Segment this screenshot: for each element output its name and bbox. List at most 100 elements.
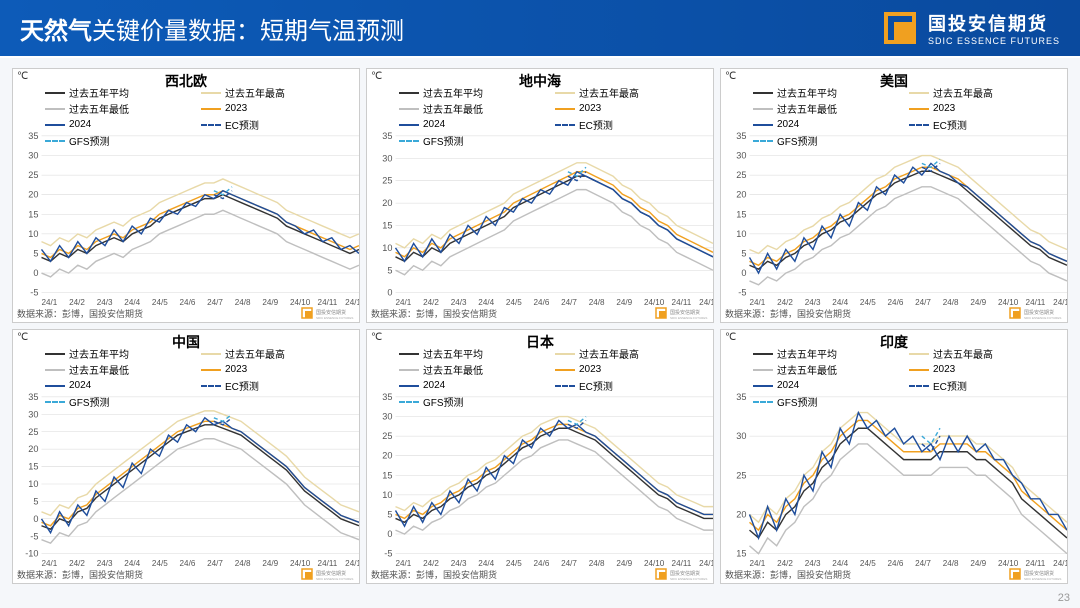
svg-text:24/8: 24/8 <box>235 559 251 568</box>
y-axis-unit: ℃ <box>17 332 28 343</box>
svg-text:24/4: 24/4 <box>832 559 848 568</box>
svg-text:24/1: 24/1 <box>41 298 57 307</box>
svg-text:24/2: 24/2 <box>423 298 439 307</box>
chart-panel: ℃ 日本 过去五年平均 过去五年最高 过去五年最低 2023 2024 EC预测… <box>366 329 714 584</box>
svg-text:24/5: 24/5 <box>506 298 522 307</box>
svg-text:24/2: 24/2 <box>777 559 793 568</box>
svg-text:20: 20 <box>736 190 746 200</box>
y-axis-unit: ℃ <box>725 71 736 82</box>
svg-text:10: 10 <box>382 243 392 253</box>
svg-text:SDIC ESSENCE FUTURES: SDIC ESSENCE FUTURES <box>1024 316 1061 320</box>
svg-text:30: 30 <box>28 409 38 419</box>
svg-text:20: 20 <box>382 198 392 208</box>
chart-svg: -50510152025303524/124/224/324/424/524/6… <box>721 83 1067 307</box>
svg-text:SDIC ESSENCE FUTURES: SDIC ESSENCE FUTURES <box>316 577 353 581</box>
svg-text:15: 15 <box>736 209 746 219</box>
svg-text:SDIC ESSENCE FUTURES: SDIC ESSENCE FUTURES <box>1024 577 1061 581</box>
svg-text:国投安信期货: 国投安信期货 <box>1024 570 1054 577</box>
svg-text:24/4: 24/4 <box>124 298 140 307</box>
svg-text:30: 30 <box>382 412 392 422</box>
svg-text:-5: -5 <box>738 288 746 298</box>
data-source: 数据来源：彭博，国投安信期货 <box>371 307 497 320</box>
svg-text:35: 35 <box>736 392 746 402</box>
svg-text:24/1: 24/1 <box>395 559 411 568</box>
svg-text:国投安信期货: 国投安信期货 <box>670 309 700 316</box>
svg-text:24/9: 24/9 <box>970 298 986 307</box>
svg-text:35: 35 <box>382 131 392 141</box>
svg-text:国投安信期货: 国投安信期货 <box>670 570 700 577</box>
svg-text:24/6: 24/6 <box>534 298 550 307</box>
mini-logo: 国投安信期货 SDIC ESSENCE FUTURES <box>1009 306 1063 320</box>
svg-text:35: 35 <box>28 131 38 141</box>
svg-text:0: 0 <box>33 514 38 524</box>
svg-text:24/8: 24/8 <box>589 298 605 307</box>
chart-svg: -10-50510152025303524/124/224/324/424/52… <box>13 344 359 568</box>
logo-subtitle: SDIC ESSENCE FUTURES <box>928 36 1060 46</box>
svg-text:5: 5 <box>741 249 746 259</box>
svg-text:24/4: 24/4 <box>478 559 494 568</box>
svg-text:30: 30 <box>382 153 392 163</box>
svg-text:24/4: 24/4 <box>478 298 494 307</box>
svg-text:24/7: 24/7 <box>561 559 577 568</box>
logo-icon <box>882 10 918 46</box>
svg-text:25: 25 <box>736 170 746 180</box>
svg-text:24/7: 24/7 <box>915 298 931 307</box>
data-source: 数据来源：彭博，国投安信期货 <box>725 307 851 320</box>
svg-text:国投安信期货: 国投安信期货 <box>1024 309 1054 316</box>
data-source: 数据来源：彭博，国投安信期货 <box>371 568 497 581</box>
page-number: 23 <box>1058 592 1070 604</box>
svg-text:SDIC ESSENCE FUTURES: SDIC ESSENCE FUTURES <box>670 316 707 320</box>
svg-text:24/3: 24/3 <box>97 559 113 568</box>
page-title: 天然气关键价量数据：短期气温预测 <box>20 11 882 46</box>
svg-text:-10: -10 <box>25 549 38 559</box>
svg-text:24/5: 24/5 <box>506 559 522 568</box>
svg-text:-5: -5 <box>30 531 38 541</box>
svg-text:20: 20 <box>382 451 392 461</box>
svg-text:24/8: 24/8 <box>943 559 959 568</box>
svg-text:24/5: 24/5 <box>152 298 168 307</box>
svg-text:30: 30 <box>736 431 746 441</box>
svg-text:10: 10 <box>28 479 38 489</box>
svg-text:35: 35 <box>736 131 746 141</box>
svg-text:24/1: 24/1 <box>41 559 57 568</box>
svg-text:0: 0 <box>387 288 392 298</box>
svg-text:24/1: 24/1 <box>395 298 411 307</box>
mini-logo: 国投安信期货 SDIC ESSENCE FUTURES <box>301 306 355 320</box>
svg-text:10: 10 <box>736 229 746 239</box>
svg-text:15: 15 <box>382 221 392 231</box>
svg-text:24/2: 24/2 <box>777 298 793 307</box>
svg-text:24/5: 24/5 <box>860 298 876 307</box>
svg-text:SDIC ESSENCE FUTURES: SDIC ESSENCE FUTURES <box>670 577 707 581</box>
svg-text:0: 0 <box>741 268 746 278</box>
svg-text:35: 35 <box>28 392 38 402</box>
svg-text:SDIC ESSENCE FUTURES: SDIC ESSENCE FUTURES <box>316 316 353 320</box>
svg-text:5: 5 <box>33 496 38 506</box>
chart-svg: 152025303524/124/224/324/424/524/624/724… <box>721 344 1067 568</box>
svg-text:24/8: 24/8 <box>235 298 251 307</box>
svg-text:5: 5 <box>387 510 392 520</box>
mini-logo: 国投安信期货 SDIC ESSENCE FUTURES <box>301 567 355 581</box>
svg-text:24/7: 24/7 <box>561 298 577 307</box>
svg-text:5: 5 <box>33 249 38 259</box>
svg-text:24/9: 24/9 <box>262 298 278 307</box>
svg-text:24/3: 24/3 <box>805 559 821 568</box>
chart-svg: -50510152025303524/124/224/324/424/524/6… <box>13 83 359 307</box>
svg-text:24/3: 24/3 <box>97 298 113 307</box>
svg-text:20: 20 <box>736 510 746 520</box>
svg-text:20: 20 <box>28 444 38 454</box>
svg-text:24/7: 24/7 <box>207 298 223 307</box>
chart-grid: ℃ 西北欧 过去五年平均 过去五年最高 过去五年最低 2023 2024 EC预… <box>0 58 1080 594</box>
svg-text:15: 15 <box>736 549 746 559</box>
svg-text:24/3: 24/3 <box>805 298 821 307</box>
svg-text:30: 30 <box>28 151 38 161</box>
data-source: 数据来源：彭博，国投安信期货 <box>17 307 143 320</box>
svg-text:24/4: 24/4 <box>124 559 140 568</box>
svg-text:24/1: 24/1 <box>749 298 765 307</box>
chart-panel: ℃ 中国 过去五年平均 过去五年最高 过去五年最低 2023 2024 EC预测… <box>12 329 360 584</box>
svg-text:25: 25 <box>736 470 746 480</box>
svg-text:5: 5 <box>387 265 392 275</box>
page-header: 天然气关键价量数据：短期气温预测 国投安信期货 SDIC ESSENCE FUT… <box>0 0 1080 58</box>
svg-text:20: 20 <box>28 190 38 200</box>
mini-logo: 国投安信期货 SDIC ESSENCE FUTURES <box>1009 567 1063 581</box>
chart-panel: ℃ 西北欧 过去五年平均 过去五年最高 过去五年最低 2023 2024 EC预… <box>12 68 360 323</box>
